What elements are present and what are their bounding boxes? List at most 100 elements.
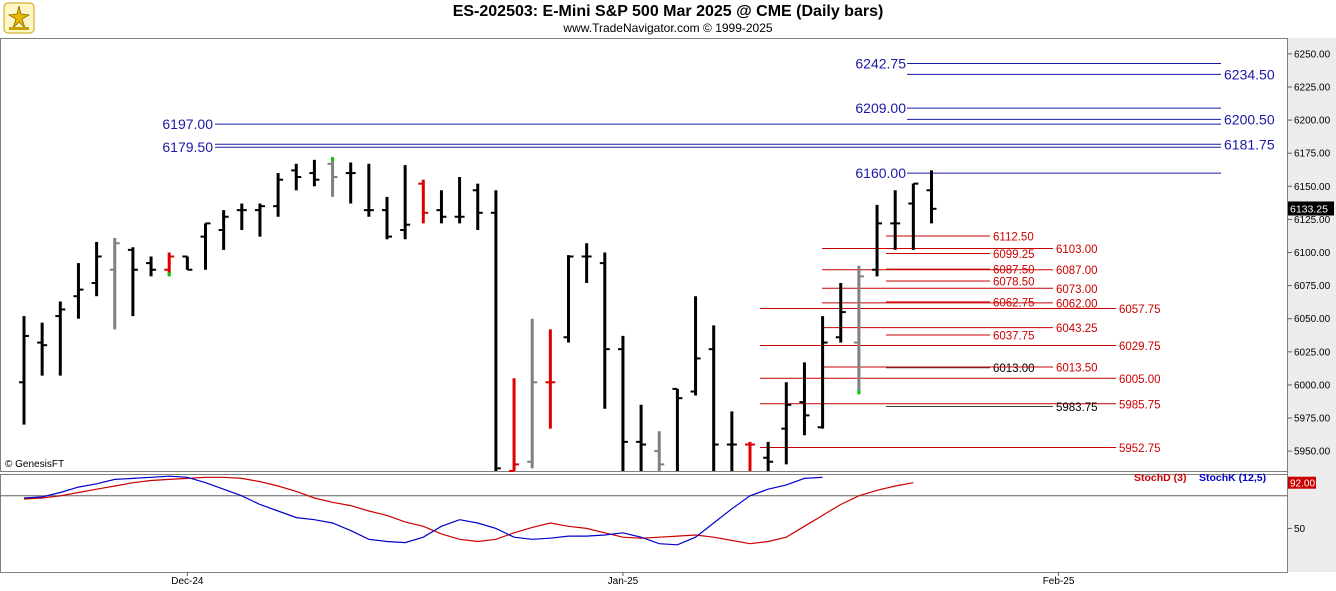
highlight-mark	[857, 390, 861, 395]
price-bar	[509, 378, 520, 472]
last-price-label: 6133.25	[1290, 203, 1328, 215]
date-axis: Dec-24 Jan-25 Feb-25	[0, 572, 1287, 587]
price-bar	[55, 301, 66, 376]
price-bar	[37, 322, 48, 376]
price-bar	[581, 243, 592, 283]
support-label: 6078.50	[993, 276, 1035, 288]
price-bar	[490, 190, 501, 471]
price-bar	[146, 256, 157, 277]
stochastic-frame	[0, 474, 1288, 573]
chart-header: ES-202503: E-Mini S&P 500 Mar 2025 @ CME…	[0, 0, 1336, 38]
price-bar	[872, 204, 883, 277]
price-bar	[400, 165, 411, 240]
price-tick-label: 6100.00	[1294, 248, 1331, 259]
price-bar	[436, 190, 447, 224]
price-bar	[127, 247, 138, 317]
price-tick-label: 5975.00	[1294, 414, 1331, 425]
support-label: 6062.75	[993, 297, 1035, 309]
support-label: 6057.75	[1119, 304, 1161, 316]
support-label: 6037.75	[993, 330, 1035, 342]
resistance-label: 6242.75	[855, 55, 906, 71]
price-bar	[254, 203, 265, 237]
price-bar	[218, 210, 229, 250]
price-tick-label: 6200.00	[1294, 116, 1331, 127]
stochastic-value-label: 92.00	[1290, 479, 1315, 490]
price-tick-label: 6025.00	[1294, 347, 1331, 358]
resistance-label: 6209.00	[855, 100, 906, 116]
price-bar	[617, 335, 628, 471]
support-label: 6029.75	[1119, 341, 1161, 353]
support-label: 6099.25	[993, 249, 1035, 261]
price-bar	[363, 163, 374, 217]
price-tick-label: 6125.00	[1294, 215, 1331, 226]
stochd-line	[23, 476, 914, 545]
price-tick-label: 6175.00	[1294, 149, 1331, 160]
resistance-label: 6160.00	[855, 165, 906, 181]
legend-stochk: StochK (12,5)	[1199, 472, 1266, 484]
support-label: 6013.00	[993, 363, 1035, 375]
price-tick-label: 6050.00	[1294, 314, 1331, 325]
price-bar	[19, 316, 29, 425]
price-panel[interactable]	[0, 38, 1336, 572]
resistance-levels: 6242.75 6234.50 6209.00 6200.50 6197.00 6179.…	[162, 55, 1274, 181]
date-tick-label: Dec-24	[171, 576, 204, 587]
price-bar	[817, 316, 828, 429]
price-bar	[781, 382, 792, 465]
support-label: 6112.50	[993, 231, 1034, 243]
price-bar	[200, 222, 211, 270]
support-label: 6087.50	[993, 265, 1035, 277]
price-tick-label: 6225.00	[1294, 82, 1331, 93]
price-bar	[835, 282, 846, 343]
price-bar	[454, 177, 465, 224]
support-label: 5983.75	[1056, 402, 1098, 414]
resistance-label: 6200.50	[1224, 111, 1275, 127]
price-bar	[418, 179, 429, 224]
highlight-mark	[331, 157, 335, 162]
price-bar	[563, 255, 574, 343]
support-label: 6013.50	[1056, 363, 1098, 375]
resistance-label: 6181.75	[1224, 136, 1275, 152]
stochastic-panel[interactable]: 50 92.00	[0, 474, 1316, 573]
price-bar	[273, 173, 284, 217]
date-tick-label: Jan-25	[608, 576, 639, 587]
support-label: 5952.75	[1119, 443, 1161, 455]
price-bar	[182, 255, 193, 271]
ohlc-bars	[19, 157, 937, 472]
chart-title: ES-202503: E-Mini S&P 500 Mar 2025 @ CME…	[452, 3, 884, 20]
resistance-label: 6197.00	[162, 116, 213, 132]
price-bar	[327, 157, 338, 197]
price-bar	[109, 237, 120, 330]
logo-icon	[3, 2, 35, 34]
price-bar	[73, 263, 84, 319]
price-bar	[690, 296, 701, 396]
price-bar	[908, 182, 919, 250]
price-axis: 6250.00 6225.00 6200.00 6175.00 6150.00 6125.…	[1287, 49, 1334, 458]
price-tick-label: 6075.00	[1294, 281, 1331, 292]
price-bar	[763, 441, 774, 471]
support-label: 6087.00	[1056, 265, 1098, 277]
price-bar	[91, 241, 102, 297]
stochastic-value-box	[1288, 476, 1316, 489]
price-bar	[708, 325, 719, 471]
price-bar	[672, 387, 683, 471]
chart-subtitle: www.TradeNavigator.com © 1999-2025	[563, 21, 773, 35]
support-label: 6062.00	[1056, 298, 1098, 310]
price-bar	[636, 404, 647, 471]
price-bar	[309, 159, 320, 187]
support-label: 6043.25	[1056, 323, 1098, 335]
resistance-label: 6179.50	[162, 139, 213, 155]
stochastic-tick-label: 50	[1294, 524, 1306, 535]
support-label: 5985.75	[1119, 399, 1161, 411]
support-levels: 6112.50 6103.00 6099.25 6087.50 6087.00 6078.…	[760, 231, 1161, 455]
price-bar	[853, 265, 864, 395]
price-bar	[890, 190, 901, 250]
price-bar	[382, 196, 392, 240]
date-tick-label: Feb-25	[1043, 576, 1075, 587]
support-label: 6103.00	[1056, 244, 1098, 256]
price-bar	[236, 203, 247, 231]
price-bar	[599, 252, 610, 409]
price-tick-label: 6250.00	[1294, 49, 1331, 60]
last-price-box	[1288, 201, 1334, 216]
price-bar	[926, 170, 937, 224]
